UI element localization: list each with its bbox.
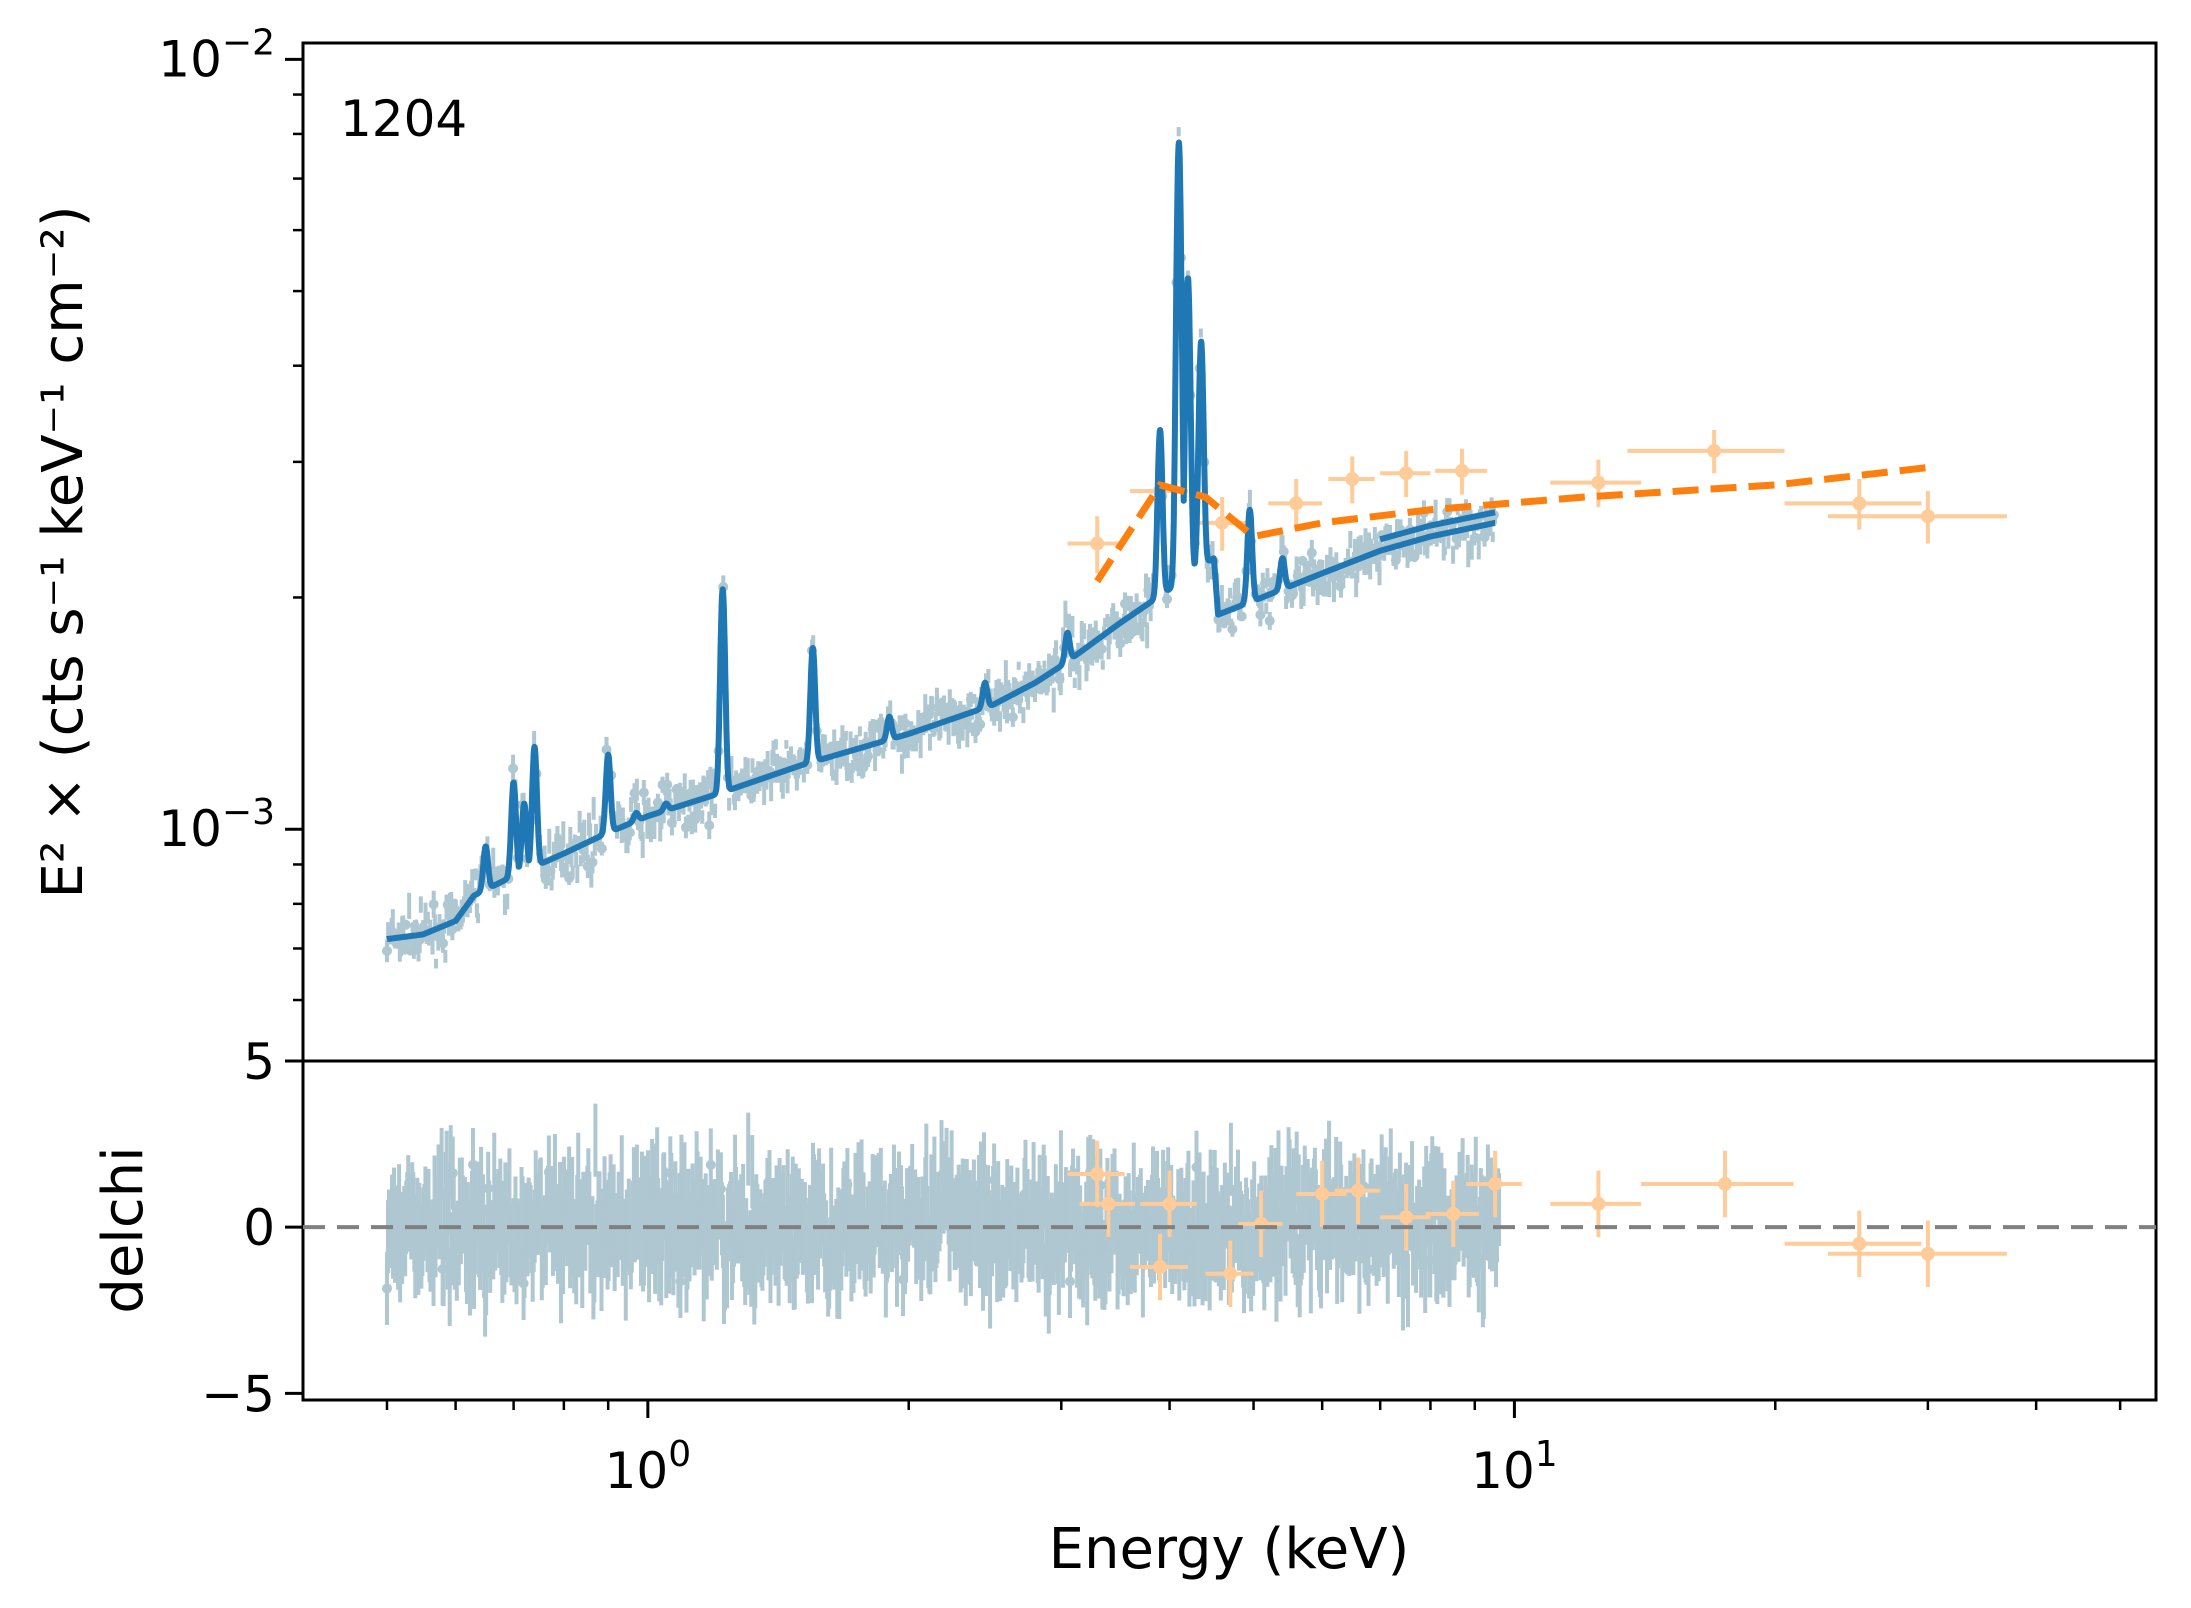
residual-point [467, 1159, 478, 1170]
residual-y-tick-label: 0 [243, 1199, 275, 1257]
hard-residual-point [1488, 1176, 1503, 1191]
hard-residual-point [1315, 1186, 1330, 1201]
residual-points [381, 1103, 2007, 1337]
hard-residual-point [1591, 1196, 1606, 1211]
soft-data-point [704, 820, 715, 831]
soft-data-point [975, 719, 986, 730]
axis-ticks: 100 101 10−3 10−2 5 0 −5 [158, 22, 2122, 1500]
soft-model-line [384, 139, 1498, 942]
soft-data-point [447, 924, 458, 935]
hard-data-point [1707, 443, 1722, 458]
residual-point [381, 1283, 392, 1294]
residual-point [1065, 1276, 1076, 1287]
hard-data-point [1455, 463, 1470, 478]
hard-residual-point [1090, 1167, 1105, 1181]
soft-data-point [596, 843, 607, 854]
soft-data-point [774, 756, 785, 767]
hard-residual-point [1153, 1260, 1168, 1275]
soft-data-point [900, 718, 911, 729]
soft-data-point [1007, 712, 1018, 723]
residual-point [1363, 1264, 1374, 1275]
soft-data-point [1236, 611, 1247, 622]
soft-data-point [1264, 615, 1275, 626]
hard-model-line [1094, 464, 1929, 584]
soft-data-point [508, 763, 519, 774]
hard-residual-point [1399, 1210, 1414, 1225]
soft-data-point [587, 857, 598, 868]
hard-residual-point [1162, 1196, 1177, 1211]
soft-data-point [1161, 594, 1172, 605]
hard-residual-point [1351, 1183, 1366, 1198]
soft-data-point [662, 779, 673, 790]
residual-point [705, 1159, 716, 1170]
hard-residual-point [1101, 1196, 1116, 1211]
hard-data-point [1920, 509, 1935, 524]
soft-data-point [638, 787, 649, 798]
soft-data-point [858, 762, 869, 773]
hard-data-point [1215, 515, 1230, 530]
top-y-axis-label: E² × (cts s⁻¹ keV⁻¹ cm⁻²) [31, 205, 96, 898]
hard-data-point [1852, 496, 1867, 511]
soft-data-point [1096, 644, 1107, 655]
x-axis-label: Energy (keV) [1049, 1517, 1410, 1582]
soft-data-point [400, 919, 411, 930]
hard-data-point [1090, 536, 1105, 551]
hard-data-point [1289, 496, 1304, 511]
soft-model-upper-branch [1379, 509, 1496, 543]
hard-residual-point [1446, 1206, 1461, 1221]
residual-point [675, 1276, 686, 1287]
hard-data-point [1345, 472, 1360, 487]
hard-data-point [1591, 475, 1606, 490]
soft-data-cloud [381, 127, 1499, 969]
model-curves [384, 139, 1929, 942]
residual-panel-frame [301, 1059, 2158, 1402]
soft-data-point [381, 945, 392, 956]
soft-data-point [1297, 555, 1308, 566]
hard-residual-point [1718, 1176, 1733, 1191]
hard-residual-point [1920, 1246, 1935, 1261]
x-tick-label: 101 [1471, 1434, 1558, 1500]
y-tick-label: 10−2 [158, 22, 275, 88]
residual-y-tick-label: −5 [201, 1365, 275, 1423]
soft-data-point [1306, 547, 1317, 558]
hard-residual-point [1852, 1236, 1867, 1251]
residual-y-axis-label: delchi [91, 1146, 156, 1313]
hard-data-point [1399, 466, 1414, 481]
spectrum-id-annotation: 1204 [340, 90, 467, 148]
soft-data-point [428, 899, 439, 910]
top-panel-frame [301, 41, 2158, 1063]
soft-data-point [624, 827, 635, 838]
soft-data-point [438, 938, 449, 949]
y-tick-label: 10−3 [158, 792, 275, 858]
soft-data-point [1227, 624, 1238, 635]
hard-residual-point [1223, 1266, 1238, 1281]
x-tick-label: 100 [605, 1434, 692, 1500]
residual-y-tick-label: 5 [243, 1033, 275, 1091]
